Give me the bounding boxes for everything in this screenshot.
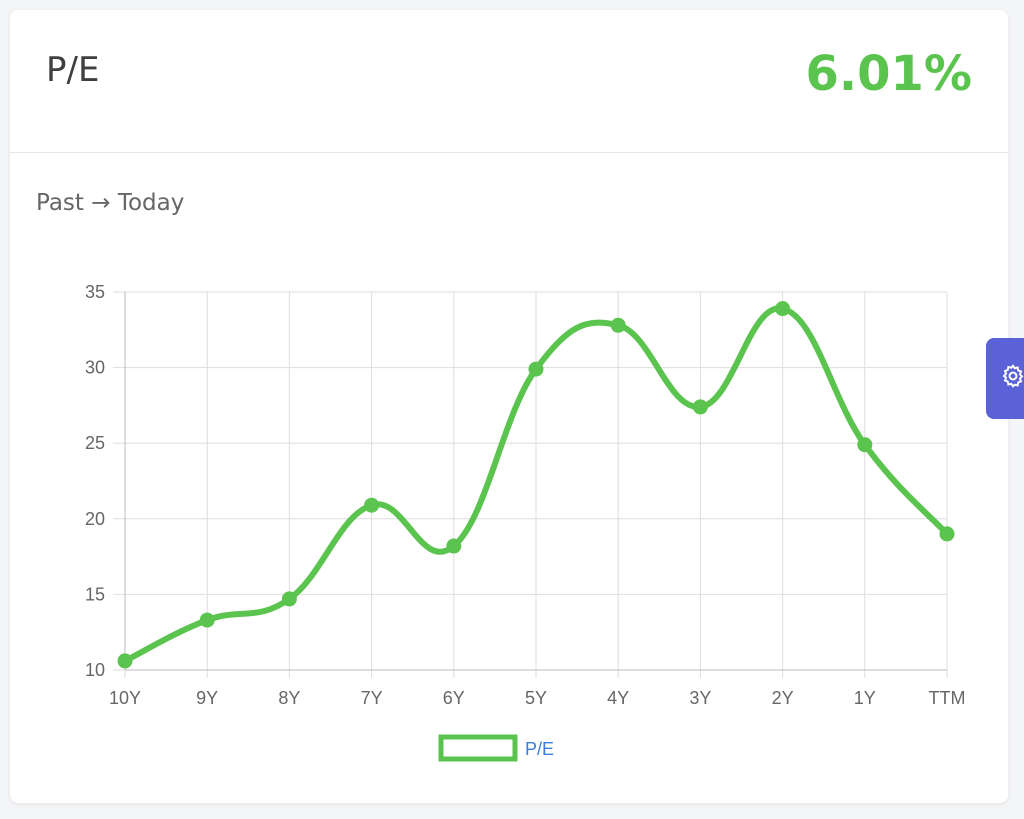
series-points — [117, 301, 955, 669]
x-tick-label: 8Y — [278, 688, 300, 708]
x-tick-label: 4Y — [607, 688, 629, 708]
x-tick-label: 7Y — [361, 688, 383, 708]
data-point-4y[interactable] — [610, 317, 626, 333]
data-point-8y[interactable] — [281, 591, 297, 607]
chart-subtitle: Past → Today — [36, 190, 185, 216]
x-tick-label: 5Y — [525, 688, 547, 708]
y-tick-label: 15 — [85, 584, 105, 604]
y-axis-labels: 10 15 20 25 30 35 — [85, 282, 105, 680]
y-tick-label: 35 — [85, 282, 105, 302]
data-point-3y[interactable] — [692, 399, 708, 415]
legend-label: P/E — [525, 739, 554, 759]
card-title: P/E — [46, 50, 100, 90]
y-tick-label: 25 — [85, 433, 105, 453]
data-point-6y[interactable] — [446, 538, 462, 554]
chart-grid — [113, 291, 948, 678]
data-point-10y[interactable] — [117, 653, 133, 669]
x-tick-label: 3Y — [689, 688, 711, 708]
data-point-7y[interactable] — [364, 497, 380, 513]
data-point-ttm[interactable] — [939, 526, 955, 542]
y-tick-label: 20 — [85, 509, 105, 529]
x-tick-label: 6Y — [443, 688, 465, 708]
data-point-2y[interactable] — [775, 301, 791, 317]
data-point-5y[interactable] — [528, 361, 544, 377]
x-tick-label: 9Y — [196, 688, 218, 708]
data-point-9y[interactable] — [199, 612, 215, 628]
pe-change-value: 6.01% — [805, 46, 972, 102]
x-axis-labels: 10Y 9Y 8Y 7Y 6Y 5Y 4Y 3Y 2Y 1Y TTM — [109, 688, 966, 708]
y-tick-label: 30 — [85, 358, 105, 378]
x-tick-label: TTM — [929, 688, 966, 708]
y-tick-label: 10 — [85, 660, 105, 680]
gear-icon — [1000, 363, 1024, 394]
card-header: P/E 6.01% — [10, 10, 1008, 153]
data-point-1y[interactable] — [857, 437, 873, 453]
x-tick-label: 2Y — [772, 688, 794, 708]
legend[interactable]: P/E — [438, 734, 554, 762]
settings-button[interactable] — [986, 338, 1024, 419]
x-tick-label: 1Y — [854, 688, 876, 708]
x-tick-label: 10Y — [109, 688, 141, 708]
legend-swatch — [438, 734, 518, 762]
